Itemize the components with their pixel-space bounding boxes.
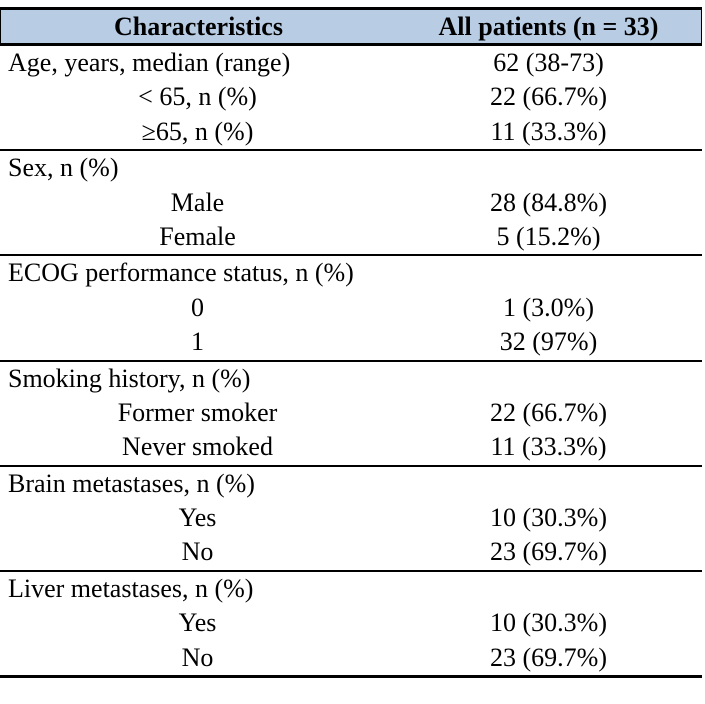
patient-characteristics-table: Characteristics All patients (n = 33) Ag… [0, 7, 702, 679]
row-value: 11 (33.3%) [490, 432, 607, 462]
row-label: Liver metastases, n (%) [8, 573, 254, 603]
row-value: 10 (30.3%) [490, 608, 607, 638]
column-header-all-patients: All patients (n = 33) [438, 12, 659, 41]
row-label: ≥65, n (%) [141, 116, 254, 146]
table-row: No 23 (69.7%) [0, 535, 702, 569]
table-section: ECOG performance status, n (%) 0 1 (3.0%) 1… [0, 256, 702, 362]
row-value: 62 (38-73) [493, 48, 604, 77]
table-row: Yes 10 (30.3%) [0, 501, 702, 535]
row-label: Never smoked [122, 432, 273, 462]
row-label: Former smoker [117, 397, 278, 427]
row-value: 1 (3.0%) [503, 292, 594, 322]
table-section: Smoking history, n (%) Former smoker 22 (6… [0, 362, 702, 467]
table-row: 1 32 (97%) [0, 325, 702, 359]
table-row: Female 5 (15.2%) [0, 220, 702, 254]
table-row-category: ECOG performance status, n (%) [0, 256, 702, 290]
row-label: Male [170, 187, 225, 217]
table-row: Yes 10 (30.3%) [0, 606, 702, 640]
table-row: 0 1 (3.0%) [0, 291, 702, 325]
table-row: Never smoked 11 (33.3%) [0, 430, 702, 464]
row-label: Age, years, median (range) [8, 48, 291, 77]
row-value: 11 (33.3%) [490, 116, 607, 146]
row-label: Female [159, 221, 236, 251]
row-value: 28 (84.8%) [490, 187, 607, 217]
table-section: Brain metastases, n (%) Yes 10 (30.3%) No 23… [0, 467, 702, 572]
table-section: Age, years, median (range) 62 (38-73) < 65… [0, 46, 702, 152]
row-label: ECOG performance status, n (%) [8, 258, 354, 288]
table-row: Male 28 (84.8%) [0, 186, 702, 220]
row-label: 1 [191, 327, 204, 357]
row-value: 32 (97%) [499, 327, 598, 357]
table-row: ≥65, n (%) 11 (33.3%) [0, 115, 702, 149]
row-value: 23 (69.7%) [490, 642, 607, 672]
column-header-characteristics: Characteristics [114, 12, 283, 41]
row-value: 22 (66.7%) [490, 397, 607, 427]
row-value: 22 (66.7%) [490, 82, 607, 112]
table-row-category: Brain metastases, n (%) [0, 467, 702, 501]
table-section: Sex, n (%) Male 28 (84.8%) Female 5 (15.2%) [0, 151, 702, 257]
row-label: Smoking history, n (%) [8, 363, 251, 393]
table-row-category: Sex, n (%) [0, 151, 702, 185]
row-label: 0 [191, 292, 204, 322]
row-value: 10 (30.3%) [490, 503, 607, 533]
row-label: Yes [178, 503, 217, 533]
row-value: 5 (15.2%) [496, 221, 601, 251]
table-row-category: Smoking history, n (%) [0, 362, 702, 396]
row-label: < 65, n (%) [138, 82, 257, 112]
row-label: Brain metastases, n (%) [8, 468, 255, 498]
row-label: Sex, n (%) [8, 153, 119, 183]
table-row-category: Liver metastases, n (%) [0, 572, 702, 606]
table-row-category: Age, years, median (range) 62 (38-73) [0, 46, 702, 80]
row-label: Yes [178, 608, 217, 638]
row-value: 23 (69.7%) [490, 537, 607, 567]
table-body: Age, years, median (range) 62 (38-73) < 65… [0, 46, 702, 679]
table-row: Former smoker 22 (66.7%) [0, 396, 702, 430]
table-row: < 65, n (%) 22 (66.7%) [0, 80, 702, 114]
table-section: Liver metastases, n (%) Yes 10 (30.3%) No 23… [0, 572, 702, 679]
row-label: No [181, 537, 214, 567]
row-label: No [181, 642, 214, 672]
table-row: No 23 (69.7%) [0, 641, 702, 675]
table-header-row: Characteristics All patients (n = 33) [0, 7, 702, 46]
